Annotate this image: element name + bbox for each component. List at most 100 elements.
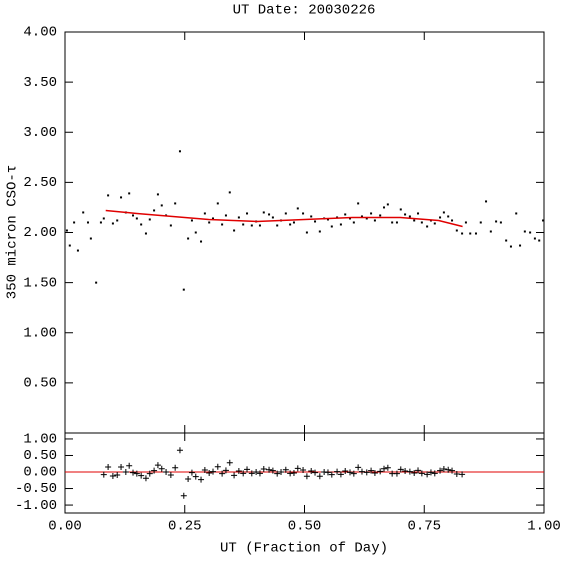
data-point [485,200,488,203]
data-point [519,244,522,247]
data-point [250,224,253,227]
residual-point [256,470,263,477]
residual-point [198,476,205,483]
residual-point [415,467,422,474]
residual-point [240,470,247,477]
data-point [433,222,436,225]
data-point [95,281,98,284]
data-point [383,206,386,209]
data-point [82,211,85,214]
residual-point [138,472,145,479]
residual-point [324,469,331,476]
data-point [228,191,231,194]
data-point [499,221,502,224]
data-point [542,219,545,222]
data-point [258,224,261,227]
data-point [86,221,89,224]
data-point [318,230,321,233]
x-tick-label: 0.50 [288,519,322,535]
residual-point [371,470,378,476]
data-point [455,229,458,232]
residual-point [214,463,221,470]
residual-point [126,462,133,469]
residual-point [130,469,137,476]
data-point [262,211,265,214]
residual-point [222,467,229,474]
residual-point [274,470,281,477]
y-tick-label: 3.50 [23,75,57,91]
residual-point [201,467,208,474]
residual-point [381,465,388,472]
data-point [284,212,287,215]
data-point [439,216,442,219]
chart-title: UT Date: 20030226 [233,3,376,19]
data-point [379,214,382,217]
data-point [65,229,68,232]
data-point [370,212,373,215]
residual-point [363,469,370,476]
data-point [144,232,147,235]
residual-point [290,470,297,476]
residual-point [437,467,444,474]
residual-point [235,468,242,475]
residual-point [440,466,447,473]
residual-point [180,492,187,499]
data-point [302,212,305,215]
residual-point [453,470,460,477]
residual-point [303,473,310,480]
residual-point [114,471,121,478]
data-point [464,221,467,224]
residual-point [176,447,183,454]
residual-point [445,466,452,473]
residual-point [226,459,233,466]
residual-point [294,465,301,472]
data-point [461,232,464,235]
y-axis-label: 350 micron CSO-τ [5,165,21,299]
residual-point [142,475,149,482]
residual-point [368,467,375,474]
data-point [289,223,292,226]
residual-point [118,464,125,471]
data-point [120,196,123,199]
x-tick-label: 0.25 [168,519,202,535]
data-point [408,215,411,218]
data-point [509,245,512,248]
data-point [216,202,219,205]
data-point [417,212,420,215]
data-point [474,232,477,235]
data-point [533,237,536,240]
y-tick-label: 3.00 [23,125,57,141]
y-tick-label: -1.00 [15,498,57,514]
data-point [349,217,352,220]
x-tick-label: 0.75 [407,519,441,535]
data-point [330,225,333,228]
data-point [169,224,172,227]
data-point [156,193,159,196]
data-point [271,216,274,219]
residual-point [109,472,116,479]
residual-point [253,469,260,476]
residual-point [312,469,319,476]
data-point [182,288,185,291]
residual-point [133,470,140,477]
data-point [194,231,197,234]
residual-point [397,466,404,473]
data-point [399,208,402,211]
data-point [153,209,156,212]
data-point [404,213,407,216]
data-point [237,216,240,219]
y-tick-label: 4.00 [23,25,57,41]
data-point [391,221,394,224]
data-point [111,222,114,225]
data-point [268,213,271,216]
y-tick-label: 0.50 [23,376,57,392]
y-tick-label: 2.50 [23,175,57,191]
data-point [395,221,398,224]
data-point [426,225,429,228]
residual-point [278,469,285,476]
fit-line [105,209,463,228]
residual-point [192,473,199,480]
residual-point [308,468,315,475]
y-tick-label: 0.50 [23,448,57,464]
